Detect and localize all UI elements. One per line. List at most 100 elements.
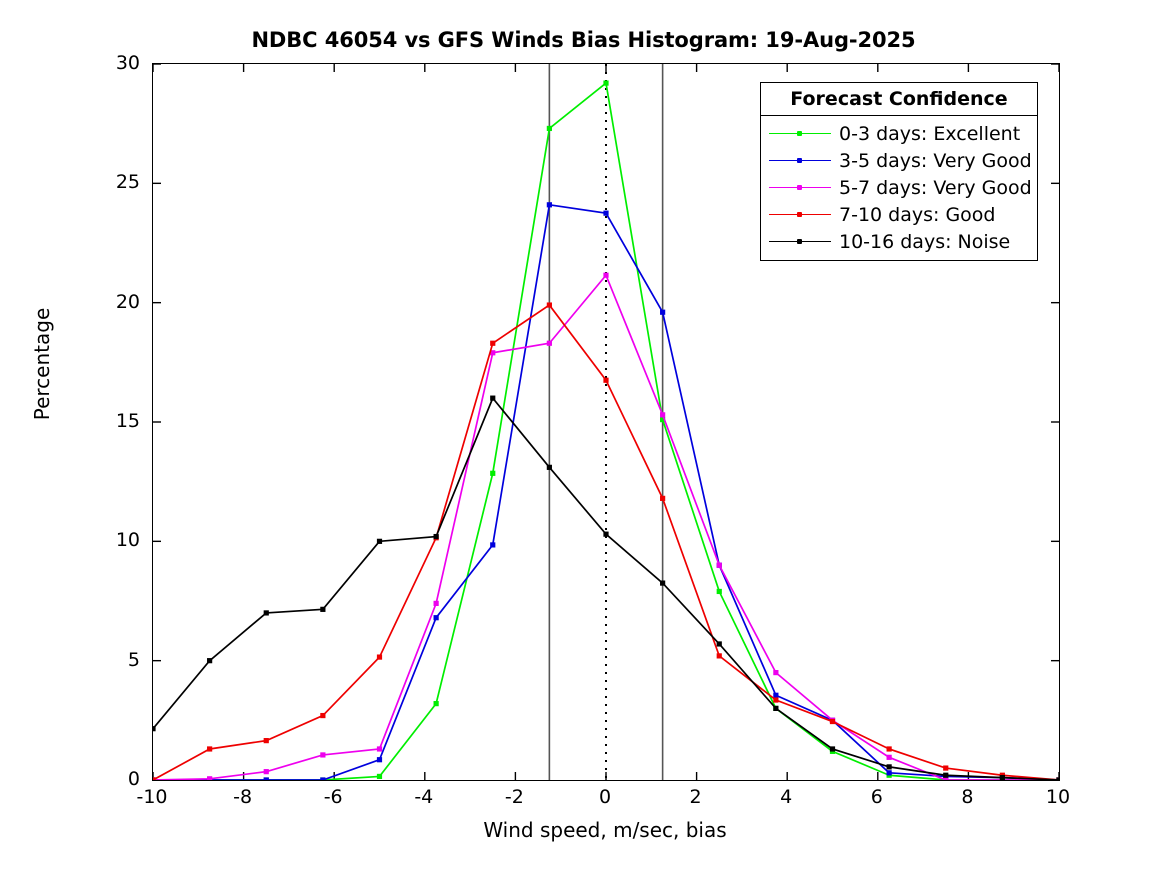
- series-marker: [376, 773, 383, 780]
- series-marker: [773, 692, 779, 698]
- x-tick-label: 6: [870, 786, 883, 808]
- x-tick-label: 4: [780, 786, 793, 808]
- legend-marker-icon: [797, 130, 802, 136]
- legend-marker-icon: [797, 211, 802, 217]
- series-marker: [886, 746, 892, 752]
- legend-line-swatch: [769, 154, 831, 168]
- series-marker: [490, 395, 496, 401]
- series-marker: [716, 653, 722, 659]
- series-marker: [716, 562, 722, 568]
- series-3: [153, 302, 1059, 780]
- series-marker: [716, 641, 722, 647]
- series-marker: [376, 654, 383, 660]
- series-marker: [716, 588, 722, 595]
- y-tick-label: 5: [127, 648, 140, 671]
- series-marker: [943, 777, 949, 780]
- series-marker: [546, 202, 552, 208]
- x-tick-label: -8: [233, 786, 253, 808]
- legend-title: Forecast Confidence: [761, 83, 1037, 116]
- legend-item-label: 3-5 days: Very Good: [839, 149, 1032, 172]
- series-marker: [603, 272, 609, 278]
- series-marker: [153, 777, 156, 780]
- x-tick-label: -10: [136, 786, 168, 808]
- plot-area: [152, 63, 1060, 781]
- data-series-group: [153, 80, 1059, 780]
- y-tick-label: 15: [115, 410, 140, 432]
- series-line: [153, 203, 1059, 780]
- legend-item-2[interactable]: 5-7 days: Very Good: [761, 174, 1037, 201]
- series-line: [153, 396, 1059, 780]
- legend-marker-icon: [797, 184, 802, 190]
- legend-marker-icon: [797, 157, 802, 163]
- legend-item-1[interactable]: 3-5 days: Very Good: [761, 147, 1037, 174]
- series-marker: [603, 210, 609, 216]
- y-tick-label: 30: [115, 52, 140, 74]
- x-tick-label: 8: [961, 786, 974, 808]
- series-marker: [433, 701, 439, 707]
- y-axis-tick-labels: 0 5 10 15 20 25 30: [96, 52, 140, 790]
- y-tick-label: 10: [115, 529, 140, 552]
- series-marker: [886, 754, 892, 760]
- series-2: [153, 272, 1059, 780]
- series-marker: [660, 580, 666, 586]
- series-marker: [153, 726, 156, 732]
- series-marker: [773, 670, 779, 676]
- series-4: [153, 395, 1059, 780]
- series-marker: [886, 764, 892, 770]
- series-marker: [490, 542, 496, 548]
- legend-line-swatch: [769, 181, 831, 195]
- series-marker: [433, 600, 439, 606]
- series-marker: [546, 340, 552, 346]
- x-tick-label: -6: [323, 786, 343, 808]
- series-marker: [829, 718, 836, 725]
- legend-line-swatch: [769, 235, 831, 249]
- x-tick-label: -4: [414, 786, 434, 808]
- legend-items: 0-3 days: Excellent 3-5 days: Very Good 5-…: [761, 116, 1037, 260]
- series-marker: [660, 495, 666, 501]
- series-marker: [773, 705, 779, 711]
- x-axis-label: Wind speed, m/sec, bias: [483, 818, 727, 842]
- legend-item-3[interactable]: 7-10 days: Good: [761, 201, 1037, 228]
- series-marker: [320, 777, 326, 780]
- series-marker: [263, 738, 269, 744]
- legend-item-label: 5-7 days: Very Good: [839, 176, 1032, 199]
- series-marker: [263, 769, 269, 775]
- series-marker: [207, 776, 213, 780]
- page-title: NDBC 46054 vs GFS Winds Bias Histogram: …: [251, 28, 916, 52]
- series-marker: [886, 770, 892, 776]
- y-tick-label: 20: [115, 290, 140, 313]
- series-marker: [603, 80, 609, 86]
- series-marker: [829, 746, 836, 752]
- series-marker: [999, 775, 1005, 780]
- legend: Forecast Confidence 0-3 days: Excellent 3…: [760, 82, 1038, 261]
- series-marker: [660, 309, 666, 315]
- series-marker: [263, 610, 269, 616]
- series-marker: [773, 697, 779, 703]
- series-marker: [546, 302, 552, 308]
- y-tick-label: 25: [115, 171, 140, 194]
- y-axis-ticks: [153, 64, 1059, 780]
- series-marker: [660, 412, 666, 418]
- x-tick-label: -2: [504, 786, 524, 808]
- legend-item-label: 7-10 days: Good: [839, 203, 996, 226]
- series-marker: [603, 531, 609, 537]
- series-marker: [943, 772, 949, 778]
- series-marker: [376, 757, 383, 763]
- series-marker: [490, 470, 496, 476]
- legend-item-0[interactable]: 0-3 days: Excellent: [761, 120, 1037, 147]
- series-marker: [490, 340, 496, 346]
- plot-svg: [153, 64, 1059, 780]
- x-tick-label: 2: [689, 786, 702, 808]
- series-marker: [320, 752, 326, 758]
- legend-item-4[interactable]: 10-16 days: Noise: [761, 228, 1037, 255]
- legend-line-swatch: [769, 127, 831, 141]
- series-marker: [1056, 777, 1059, 780]
- x-tick-label: 0: [598, 786, 612, 808]
- legend-item-label: 0-3 days: Excellent: [839, 122, 1021, 145]
- series-marker: [603, 377, 609, 383]
- series-marker: [207, 658, 213, 664]
- legend-marker-icon: [797, 238, 802, 244]
- series-marker: [320, 606, 326, 612]
- x-tick-label: 10: [1045, 786, 1071, 808]
